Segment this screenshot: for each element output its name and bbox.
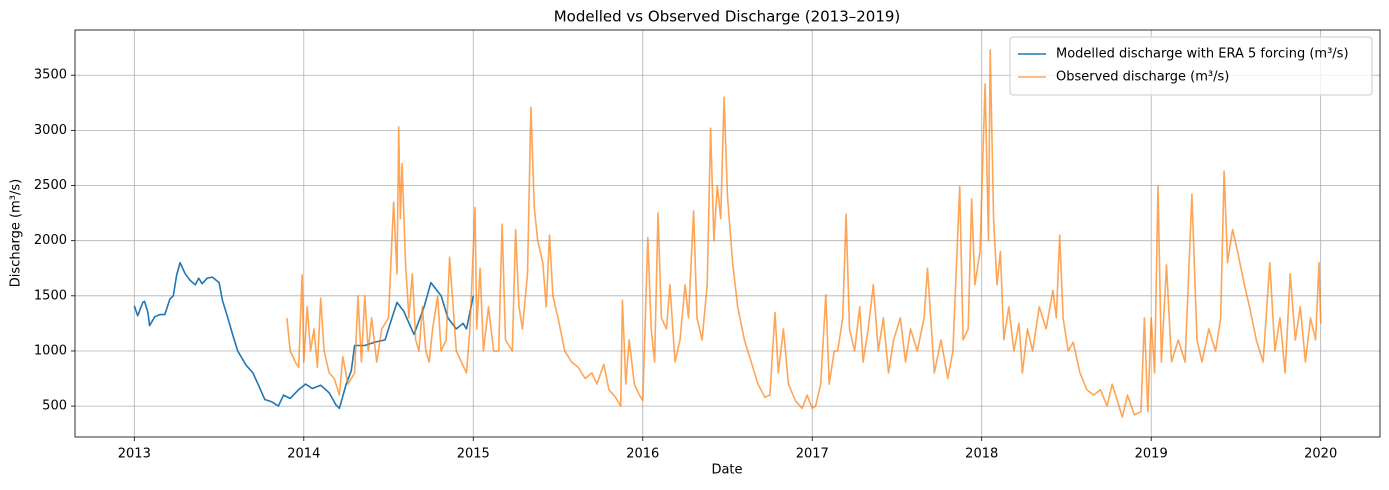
legend-label: Modelled discharge with ERA 5 forcing (m… <box>1056 47 1349 62</box>
series-line <box>286 49 1322 418</box>
x-tick-label: 2017 <box>796 447 829 462</box>
x-tick-label: 2014 <box>287 447 320 462</box>
y-tick-label: 3500 <box>34 68 67 83</box>
y-tick-label: 1000 <box>34 343 67 358</box>
y-axis-label: Discharge (m³/s) <box>9 179 24 287</box>
legend: Modelled discharge with ERA 5 forcing (m… <box>1009 36 1373 96</box>
x-tick-label: 2015 <box>457 447 490 462</box>
x-axis-label: Date <box>711 463 742 478</box>
y-tick-label: 3000 <box>34 123 67 138</box>
y-tick-label: 2500 <box>34 178 67 193</box>
chart-title: Modelled vs Observed Discharge (2013–201… <box>554 8 901 26</box>
y-tick-label: 1500 <box>34 288 67 303</box>
x-tick-label: 2020 <box>1304 447 1337 462</box>
x-tick-label: 2018 <box>965 447 998 462</box>
legend-box <box>1009 36 1373 96</box>
y-tick-label: 500 <box>42 399 67 414</box>
x-tick-label: 2019 <box>1135 447 1168 462</box>
x-tick-label: 2013 <box>118 447 151 462</box>
plot-frame <box>74 29 1381 438</box>
series-line <box>133 261 475 410</box>
x-tick-label: 2016 <box>626 447 659 462</box>
legend-label: Observed discharge (m³/s) <box>1056 70 1229 85</box>
y-tick-label: 2000 <box>34 233 67 248</box>
